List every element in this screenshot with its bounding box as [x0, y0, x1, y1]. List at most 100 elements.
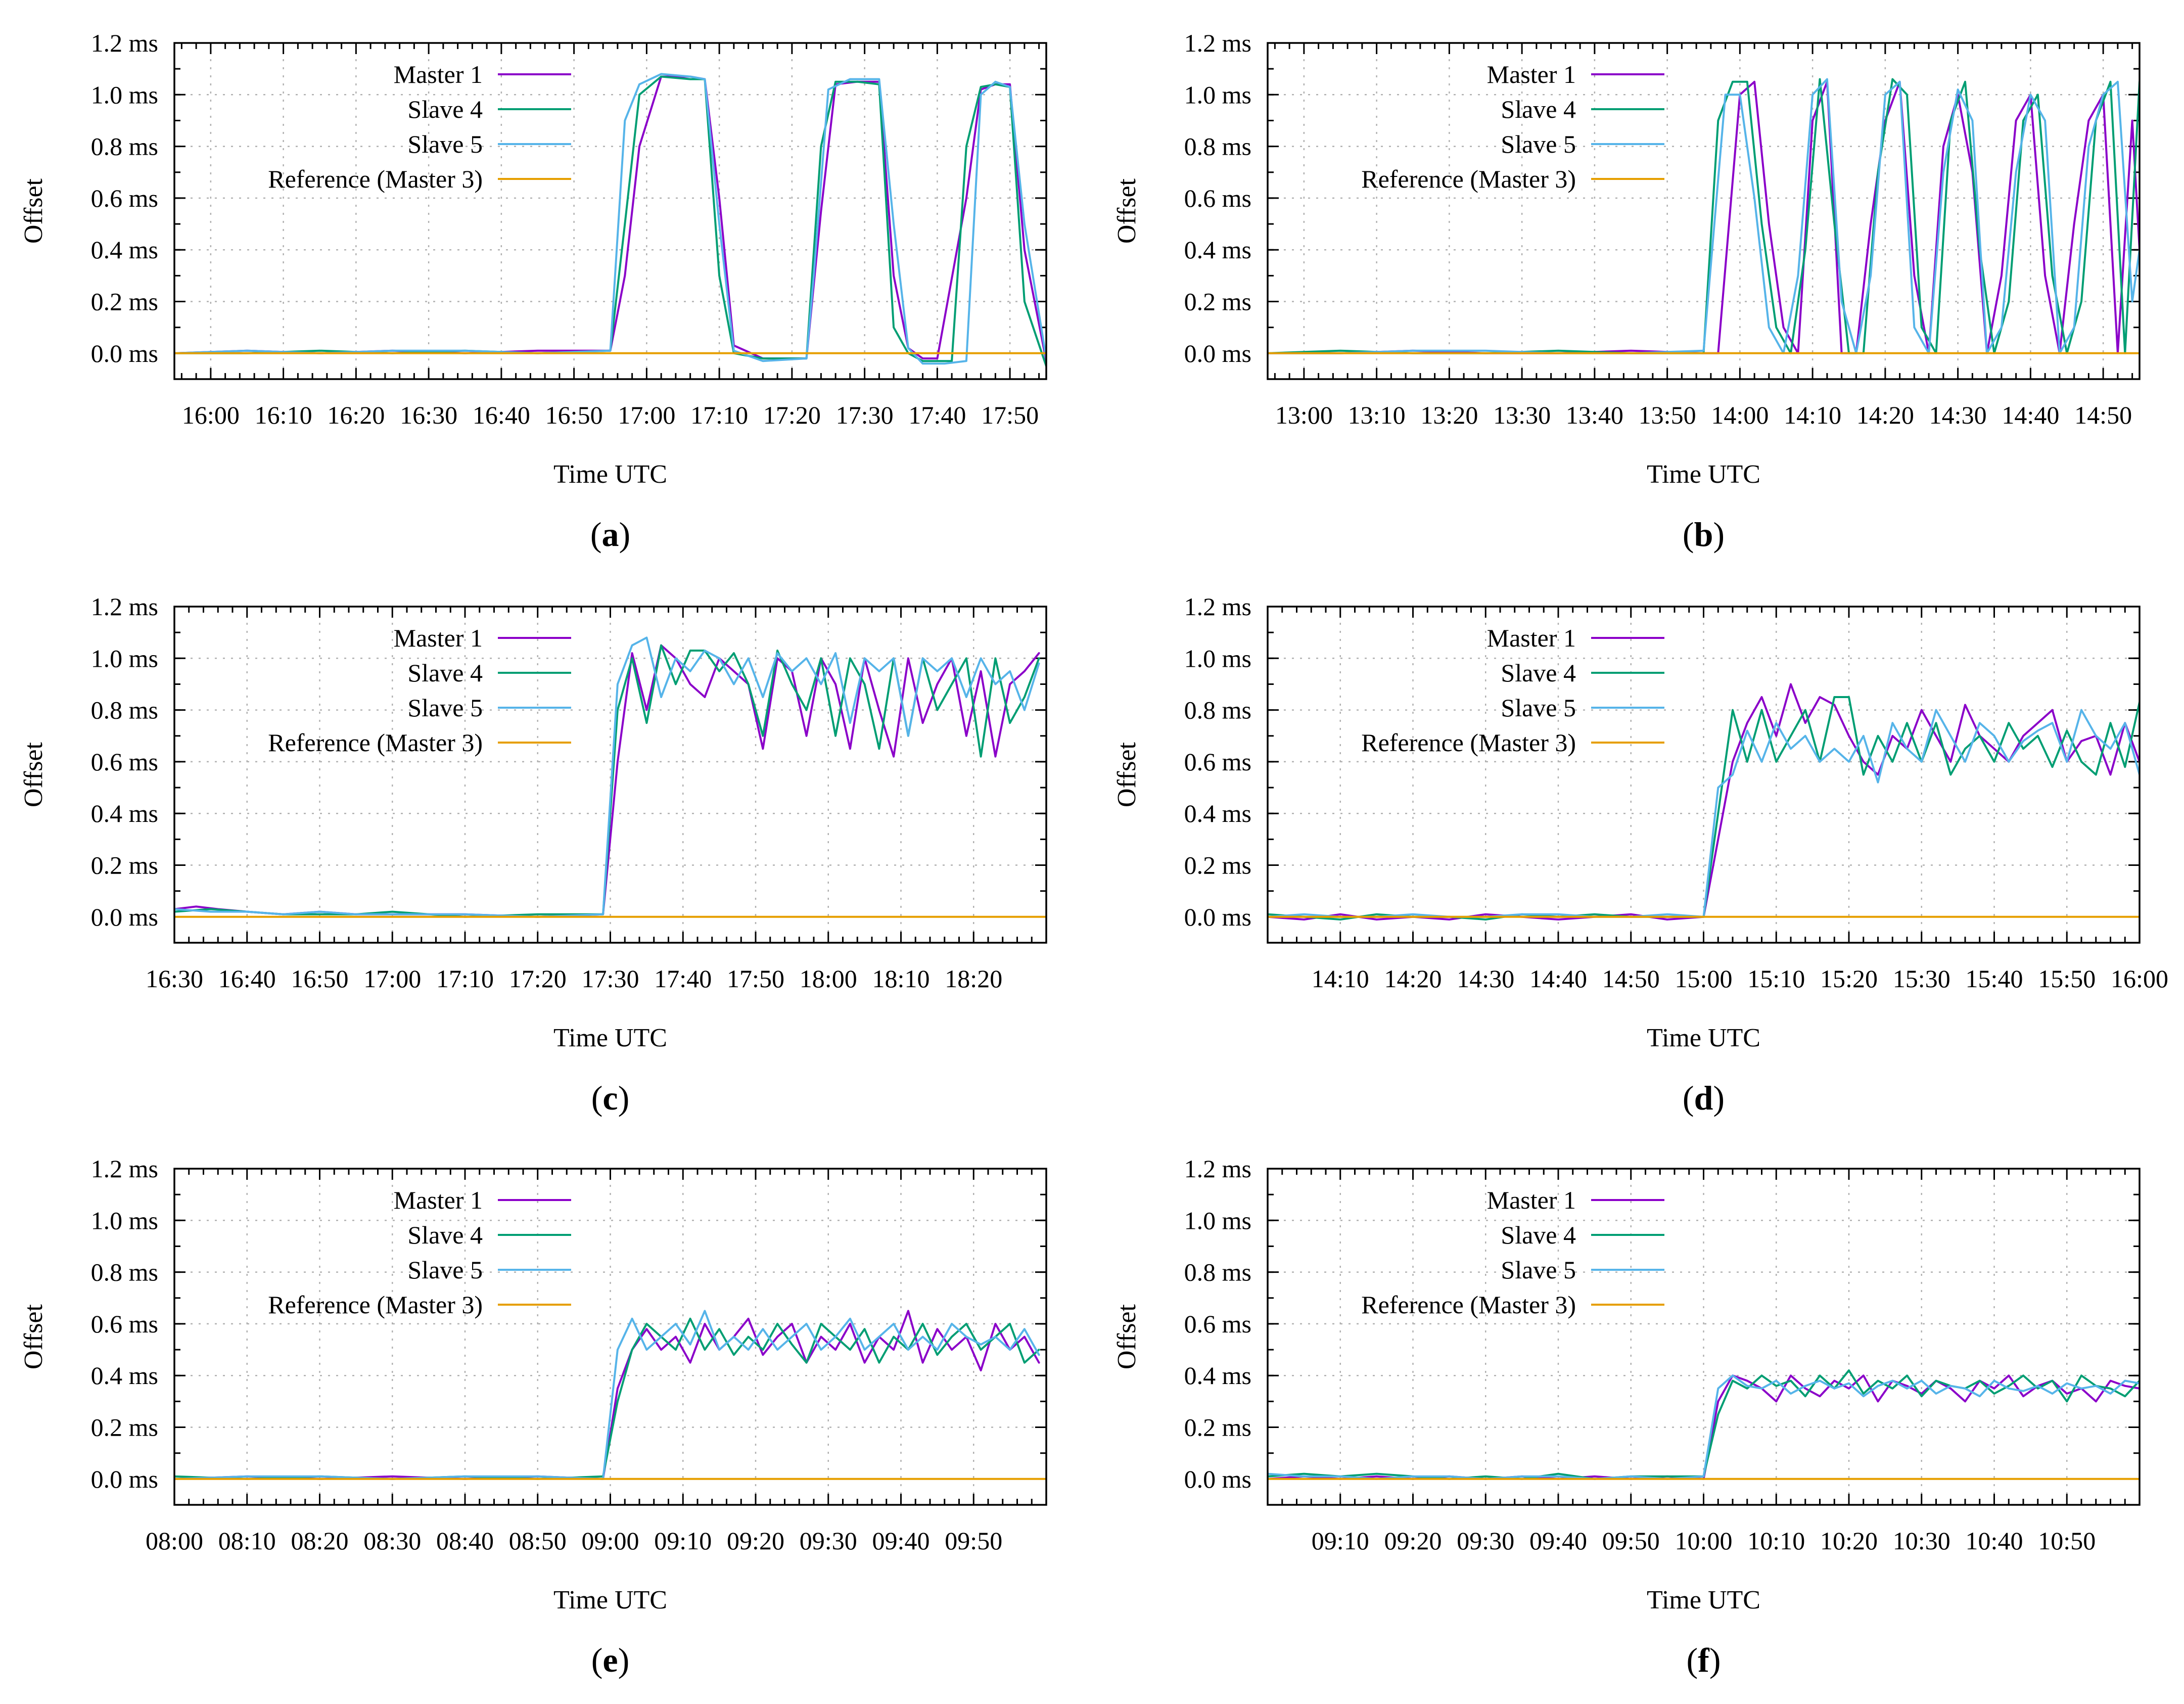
x-tick-label: 16:40: [473, 401, 530, 429]
x-tick-label: 10:10: [1747, 1527, 1805, 1555]
x-tick-label: 17:50: [981, 401, 1039, 429]
panel-caption: (a): [590, 515, 630, 554]
x-tick-label: 16:20: [327, 401, 385, 429]
x-tick-label: 14:20: [1384, 964, 1442, 993]
legend-label: Reference (Master 3): [268, 165, 483, 193]
caption-letter: a: [602, 515, 619, 554]
caption-paren-open: (: [1687, 1641, 1698, 1679]
x-tick-label: 08:30: [363, 1527, 421, 1555]
series-line-slave-5: [174, 1310, 1040, 1480]
x-tick-label: 13:30: [1493, 401, 1551, 429]
x-tick-label: 14:50: [2074, 401, 2132, 429]
x-tick-label: 18:20: [945, 964, 1002, 993]
x-tick-label: 16:50: [545, 401, 603, 429]
y-tick-label: 0.2 ms: [91, 288, 158, 316]
x-tick-label: 10:50: [2038, 1527, 2096, 1555]
panel-caption: (e): [591, 1641, 630, 1679]
plot-frame: [173, 606, 1047, 944]
legend-label: Master 1: [1487, 60, 1576, 88]
series-line-slave-4: [174, 75, 1046, 367]
y-axis-title: Offset: [19, 1304, 48, 1369]
x-tick-label: 16:00: [182, 401, 240, 429]
x-tick-label: 17:50: [727, 964, 784, 993]
caption-paren-close: ): [1713, 1079, 1725, 1117]
x-tick-label: 15:50: [2038, 964, 2096, 993]
y-tick-label: 1.0 ms: [1184, 80, 1251, 109]
y-tick-label: 0.6 ms: [91, 748, 158, 776]
panel-caption: (c): [591, 1079, 630, 1117]
y-tick-label: 0.6 ms: [91, 1310, 158, 1338]
caption-letter: d: [1694, 1079, 1713, 1117]
x-tick-label: 08:00: [146, 1527, 203, 1555]
y-tick-label: 0.8 ms: [1184, 132, 1251, 161]
y-tick-label: 0.6 ms: [91, 184, 158, 212]
y-axis-title: Offset: [1112, 1304, 1141, 1369]
y-tick-label: 0.0 ms: [1184, 903, 1251, 931]
legend-label: Reference (Master 3): [268, 728, 483, 757]
x-axis-title: Time UTC: [1647, 460, 1760, 489]
plot-frame: [173, 42, 1047, 380]
x-tick-label: 18:00: [800, 964, 857, 993]
caption-paren-open: (: [591, 1641, 603, 1679]
y-tick-label: 0.4 ms: [91, 236, 158, 264]
series-line-slave-4: [1268, 78, 2140, 354]
legend-label: Reference (Master 3): [268, 1291, 483, 1319]
x-tick-label: 14:10: [1784, 401, 1841, 429]
y-tick-label: 0.2 ms: [91, 1413, 158, 1442]
y-tick-label: 0.4 ms: [91, 1361, 158, 1390]
y-tick-label: 1.2 ms: [1184, 1155, 1251, 1183]
panel-c: 0.0 ms 0.2 ms 0.4 ms 0.6 ms 0.8 ms 1.0 ms 1.2 …: [19, 592, 1047, 1117]
y-tick-label: 1.0 ms: [1184, 644, 1251, 672]
y-tick-label: 1.2 ms: [91, 592, 158, 621]
panel-a: 0.0 ms 0.2 ms 0.4 ms 0.6 ms 0.8 ms 1.0 ms 1.2 …: [19, 29, 1047, 554]
series-line-slave-4: [174, 644, 1040, 918]
series-line-master-1: [174, 75, 1046, 362]
caption-letter: b: [1694, 515, 1713, 554]
legend-label: Reference (Master 3): [1361, 1291, 1576, 1319]
x-tick-label: 09:30: [1457, 1527, 1514, 1555]
legend-label: Master 1: [394, 624, 483, 652]
y-axis-title: Offset: [19, 742, 48, 807]
x-tick-label: 09:10: [654, 1527, 712, 1555]
x-tick-label: 17:10: [436, 964, 494, 993]
x-tick-label: 15:20: [1820, 964, 1878, 993]
x-tick-label: 14:30: [1929, 401, 1987, 429]
y-tick-label: 0.4 ms: [1184, 1361, 1251, 1390]
y-tick-label: 1.0 ms: [91, 80, 158, 109]
y-tick-label: 1.0 ms: [91, 644, 158, 672]
x-tick-label: 08:50: [509, 1527, 567, 1555]
x-tick-label: 16:00: [2111, 964, 2168, 993]
x-tick-label: 09:20: [727, 1527, 784, 1555]
panel-e: 0.0 ms 0.2 ms 0.4 ms 0.6 ms 0.8 ms 1.0 ms 1.2 …: [19, 1155, 1047, 1679]
x-tick-label: 09:10: [1312, 1527, 1369, 1555]
panel-caption: (d): [1683, 1079, 1725, 1117]
caption-paren-open: (: [1683, 1079, 1694, 1117]
series-line-slave-5: [174, 73, 1046, 365]
plot-frame: [1267, 606, 2141, 944]
x-tick-label: 10:00: [1675, 1527, 1733, 1555]
y-tick-label: 1.0 ms: [1184, 1206, 1251, 1234]
legend-label: Slave 4: [1501, 95, 1576, 123]
series-line-slave-5: [1268, 1374, 2140, 1480]
caption-paren-open: (: [591, 1079, 603, 1117]
y-tick-label: 0.2 ms: [1184, 288, 1251, 316]
x-tick-label: 14:50: [1602, 964, 1660, 993]
y-tick-label: 1.2 ms: [1184, 592, 1251, 621]
caption-paren-close: ): [1709, 1641, 1721, 1679]
x-tick-label: 17:40: [654, 964, 712, 993]
x-tick-label: 17:20: [509, 964, 567, 993]
panel-caption: (b): [1683, 515, 1725, 554]
x-tick-label: 09:50: [945, 1527, 1002, 1555]
x-tick-label: 15:00: [1675, 964, 1733, 993]
legend-label: Slave 5: [1501, 130, 1576, 158]
panel-d: 0.0 ms 0.2 ms 0.4 ms 0.6 ms 0.8 ms 1.0 ms 1.2 …: [1112, 592, 2168, 1117]
caption-letter: e: [602, 1641, 618, 1679]
caption-letter: c: [602, 1079, 618, 1117]
caption-paren-close: ): [1713, 515, 1725, 554]
x-tick-label: 17:00: [618, 401, 675, 429]
x-tick-label: 09:00: [582, 1527, 639, 1555]
legend-label: Slave 4: [407, 1221, 483, 1249]
x-tick-label: 08:10: [218, 1527, 276, 1555]
y-tick-label: 0.6 ms: [1184, 1310, 1251, 1338]
y-tick-label: 0.0 ms: [1184, 339, 1251, 367]
